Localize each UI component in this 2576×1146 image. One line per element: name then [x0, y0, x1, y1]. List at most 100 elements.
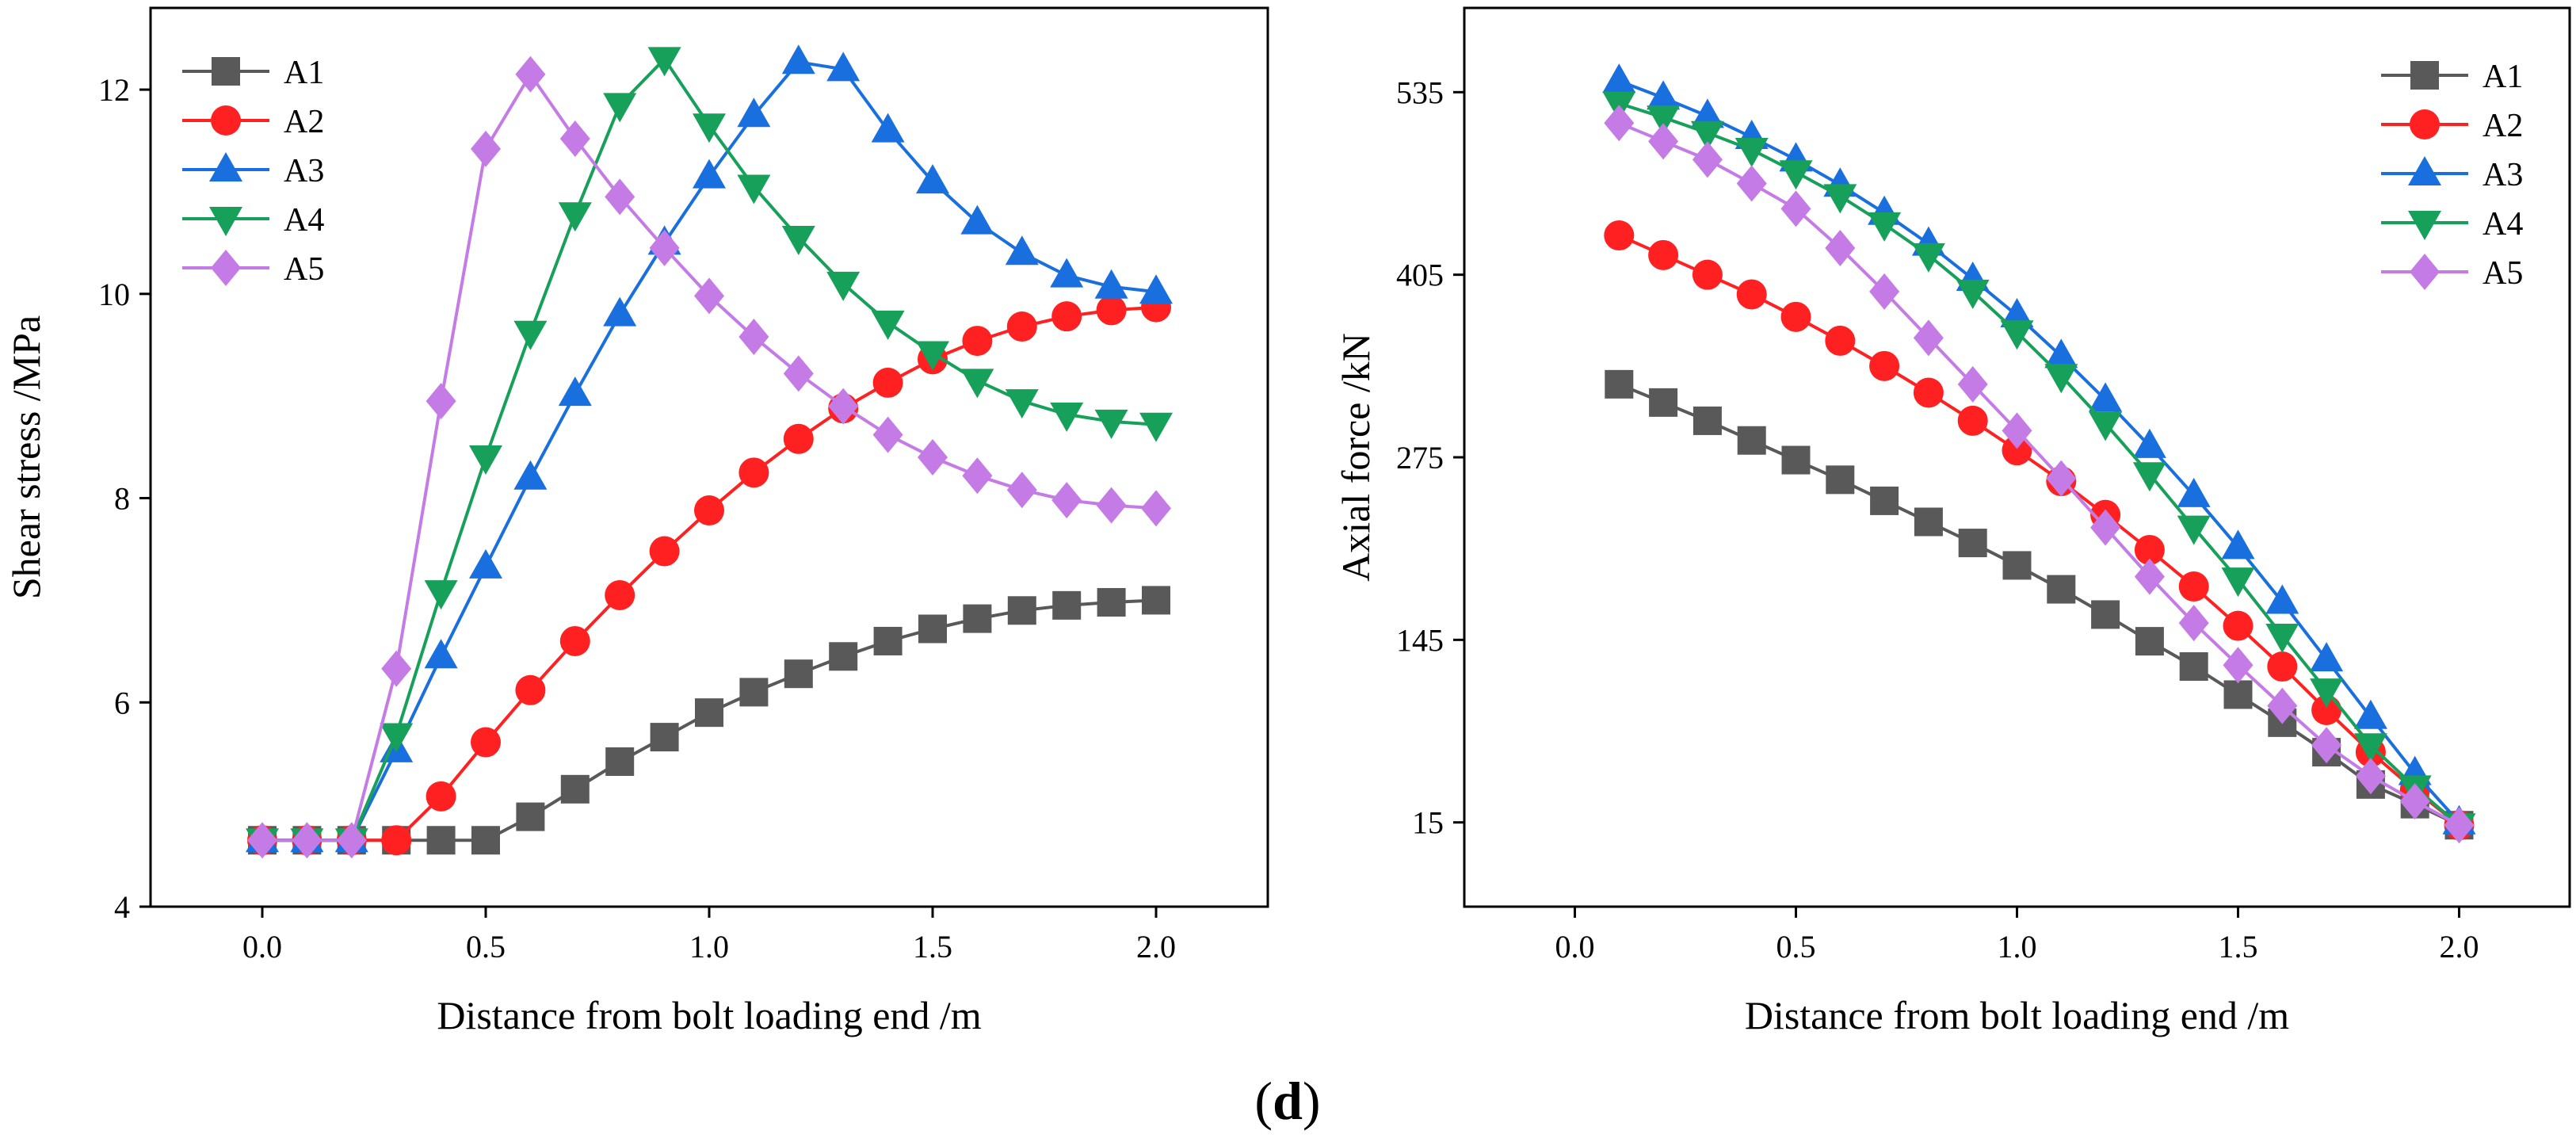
data-point-a5: [1825, 229, 1856, 266]
data-point-a5: [1604, 105, 1635, 142]
data-point-a4: [826, 271, 861, 301]
data-point-a2: [1913, 377, 1944, 408]
data-point-a4: [2089, 411, 2123, 441]
data-point-a2: [1604, 220, 1635, 251]
y-tick-label: 6: [114, 685, 130, 720]
data-point-a3: [826, 52, 861, 82]
data-point-a3: [960, 204, 994, 235]
data-point-a3: [2132, 428, 2166, 458]
data-point-a3: [558, 376, 592, 407]
series-a5: [247, 55, 1171, 859]
data-point-a4: [1094, 409, 1128, 439]
x-axis-title: Distance from bolt loading end /m: [437, 993, 981, 1037]
data-point-a4: [737, 174, 771, 204]
data-point-a4: [513, 320, 548, 350]
data-point-a5: [1913, 319, 1944, 357]
data-point-a2: [1736, 279, 1767, 310]
x-tick-label: 1.0: [1998, 929, 2037, 965]
legend-marker-a2: [2410, 109, 2440, 139]
data-point-a1: [1649, 388, 1678, 417]
data-point-a5: [247, 822, 277, 859]
series-a2: [247, 292, 1171, 856]
y-tick-label: 405: [1396, 258, 1444, 293]
data-point-a5: [426, 383, 456, 420]
legend-label-a2: A2: [2483, 108, 2523, 144]
data-point-a5: [1648, 123, 1679, 160]
data-point-a3: [1005, 235, 1039, 265]
data-point-a2: [471, 727, 501, 758]
data-point-a4: [2132, 462, 2166, 492]
legend-label-a5: A5: [284, 251, 324, 288]
data-point-a5: [649, 229, 680, 266]
data-point-a2: [1780, 301, 1811, 332]
data-point-a5: [2355, 758, 2386, 795]
data-point-a2: [2002, 435, 2032, 466]
data-point-a5: [1051, 482, 1082, 519]
data-point-a1: [560, 774, 590, 804]
data-point-a1: [2002, 551, 2032, 580]
data-point-a3: [2044, 338, 2078, 369]
x-axis-title: Distance from bolt loading end /m: [1745, 993, 2289, 1037]
data-point-a1: [1737, 426, 1766, 455]
data-point-a2: [426, 781, 456, 812]
data-point-a5: [559, 120, 590, 157]
data-point-a4: [1779, 160, 1813, 190]
data-point-a4: [1911, 243, 1945, 273]
data-point-a1: [1605, 369, 1634, 399]
data-point-a2: [381, 825, 412, 856]
data-point-a3: [1690, 98, 1724, 128]
data-point-a1: [1781, 445, 1811, 475]
data-point-a2: [1096, 295, 1127, 326]
data-point-a5: [2002, 412, 2032, 449]
data-point-a1: [1007, 596, 1036, 625]
x-tick-label: 2.0: [1136, 929, 1176, 965]
y-tick-label: 275: [1396, 440, 1444, 476]
series-a5: [1604, 105, 2475, 844]
data-point-a3: [424, 639, 458, 669]
data-point-a2: [872, 367, 903, 398]
data-point-a4: [469, 445, 502, 475]
data-point-a4: [2265, 624, 2299, 654]
legend-marker-a2: [211, 105, 241, 136]
data-point-a5: [918, 439, 948, 476]
data-point-a1: [739, 678, 769, 707]
legend-label-a2: A2: [284, 104, 324, 140]
data-point-a2: [1692, 259, 1723, 290]
chart-axial-force: 0.0 0.5 1.0 1.5 2.0 15 145 275 405 535 Distance fr…: [1334, 6, 2571, 1037]
data-point-a1: [784, 659, 813, 689]
data-point-a3: [1139, 274, 1173, 304]
data-point-a4: [1647, 105, 1681, 136]
data-point-a3: [693, 159, 726, 189]
data-point-a5: [471, 130, 501, 167]
data-point-a1: [1693, 406, 1722, 435]
data-point-a4: [380, 723, 414, 753]
data-point-a5: [738, 318, 769, 355]
data-point-a5: [1096, 487, 1127, 524]
legend-label-a5: A5: [2483, 255, 2523, 292]
legend-label-a4: A4: [2483, 206, 2523, 243]
data-point-a3: [1602, 63, 1636, 94]
data-point-a3: [2089, 382, 2123, 412]
data-point-a4: [693, 113, 726, 143]
data-point-a5: [828, 388, 859, 425]
legend-marker-a3: [2408, 156, 2441, 185]
legend-marker-a5: [211, 250, 241, 286]
data-point-a4: [960, 369, 994, 399]
data-point-a4: [558, 202, 592, 232]
data-point-a4: [916, 341, 949, 371]
data-point-a1: [1097, 587, 1126, 617]
x-tick-label: 0.5: [466, 929, 506, 965]
y-tick-label: 535: [1396, 74, 1444, 110]
data-point-a5: [694, 277, 724, 315]
data-point-a3: [737, 97, 771, 128]
data-point-a4: [1139, 412, 1173, 442]
data-point-a2: [515, 674, 546, 705]
data-point-a5: [2267, 687, 2298, 724]
data-point-a5: [515, 55, 546, 93]
data-point-a1: [1958, 529, 1987, 558]
y-axis-title: Shear stress /MPa: [4, 315, 48, 599]
data-point-a1: [1052, 590, 1082, 620]
data-point-a5: [1006, 472, 1037, 509]
data-point-a4: [603, 93, 637, 123]
x-tick-label: 1.5: [2219, 929, 2258, 965]
